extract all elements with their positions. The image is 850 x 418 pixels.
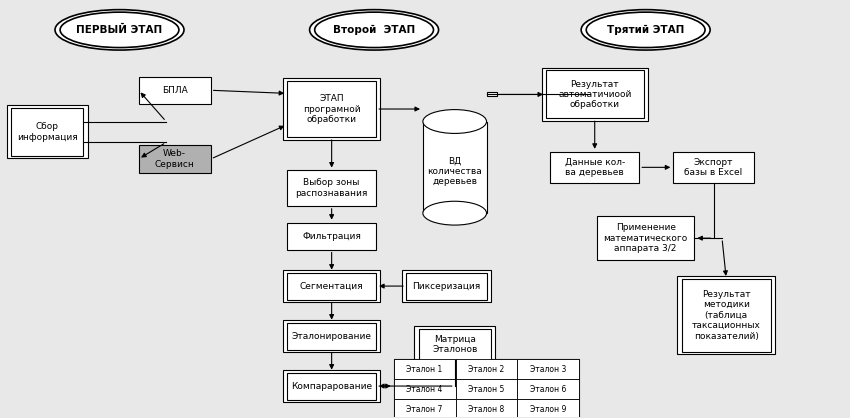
Bar: [394, 359, 580, 418]
Text: Сбор
информация: Сбор информация: [17, 122, 77, 142]
Text: Данные кол-
ва деревьев: Данные кол- ва деревьев: [564, 158, 625, 177]
Bar: [682, 279, 771, 352]
Bar: [550, 152, 639, 183]
Text: Эталон 5: Эталон 5: [468, 385, 505, 394]
Bar: [415, 326, 495, 362]
Bar: [673, 152, 754, 183]
Bar: [287, 273, 377, 300]
Bar: [456, 399, 518, 418]
Bar: [287, 81, 377, 137]
Ellipse shape: [423, 201, 486, 225]
Text: Компарарование: Компарарование: [291, 382, 372, 390]
Bar: [394, 380, 456, 399]
Ellipse shape: [55, 10, 184, 50]
Bar: [283, 320, 381, 352]
Text: Сегментация: Сегментация: [300, 282, 364, 291]
Bar: [423, 122, 486, 213]
Ellipse shape: [314, 12, 434, 48]
Bar: [139, 145, 211, 173]
Text: Эталон 4: Эталон 4: [406, 385, 443, 394]
Bar: [283, 370, 381, 402]
Text: Второй  ЭТАП: Второй ЭТАП: [333, 25, 415, 35]
Bar: [518, 359, 580, 380]
Bar: [394, 399, 456, 418]
Text: Эталон 7: Эталон 7: [406, 405, 443, 414]
Text: Результат
автоматичиоой
обработки: Результат автоматичиоой обработки: [558, 79, 632, 110]
Bar: [541, 68, 648, 121]
Bar: [287, 372, 377, 400]
Bar: [486, 92, 496, 97]
Ellipse shape: [60, 12, 178, 48]
Bar: [283, 79, 381, 140]
Ellipse shape: [423, 110, 486, 133]
Text: Эталон 6: Эталон 6: [530, 385, 567, 394]
Bar: [546, 71, 643, 118]
Bar: [419, 329, 490, 360]
Bar: [287, 222, 377, 250]
Text: ПЕРВЫЙ ЭТАП: ПЕРВЫЙ ЭТАП: [76, 25, 162, 35]
Bar: [406, 273, 486, 300]
Text: Эталон 3: Эталон 3: [530, 365, 567, 374]
Bar: [456, 380, 518, 399]
Text: Эталон 8: Эталон 8: [468, 405, 505, 414]
Ellipse shape: [309, 10, 439, 50]
Text: Web-
Сервисн: Web- Сервисн: [155, 149, 195, 169]
Text: Применение
математического
аппарата 3/2: Применение математического аппарата 3/2: [604, 223, 688, 253]
Bar: [402, 270, 490, 302]
Ellipse shape: [586, 12, 705, 48]
Text: Матрица
Эталонов: Матрица Эталонов: [432, 335, 478, 354]
Text: Выбор зоны
распознавания: Выбор зоны распознавания: [296, 178, 368, 198]
Text: Результат
методики
(таблица
таксационных
показателий): Результат методики (таблица таксационных…: [692, 290, 761, 341]
Text: Эталон 1: Эталон 1: [406, 365, 443, 374]
Text: Эталон 9: Эталон 9: [530, 405, 567, 414]
Bar: [597, 216, 694, 260]
Bar: [287, 171, 377, 206]
Bar: [677, 276, 775, 354]
Bar: [456, 359, 518, 380]
Bar: [287, 323, 377, 349]
Text: Эталонирование: Эталонирование: [292, 331, 371, 341]
Bar: [283, 270, 381, 302]
Text: БПЛA: БПЛA: [162, 86, 188, 95]
Text: ЭТАП
програмной
обработки: ЭТАП програмной обработки: [303, 94, 360, 124]
Text: Фильтрация: Фильтрация: [303, 232, 361, 241]
Bar: [518, 380, 580, 399]
Bar: [139, 77, 211, 104]
Bar: [518, 399, 580, 418]
Ellipse shape: [581, 10, 710, 50]
Text: ВД
количества
деревьев: ВД количества деревьев: [428, 157, 482, 186]
Text: Эталон 2: Эталон 2: [468, 365, 505, 374]
Text: Пиксеризация: Пиксеризация: [412, 282, 480, 291]
Text: Трятий ЭТАП: Трятий ЭТАП: [607, 25, 684, 35]
Bar: [7, 105, 88, 158]
Bar: [394, 359, 456, 380]
Bar: [11, 108, 83, 156]
Text: Экспорт
базы в Excel: Экспорт базы в Excel: [684, 158, 743, 177]
